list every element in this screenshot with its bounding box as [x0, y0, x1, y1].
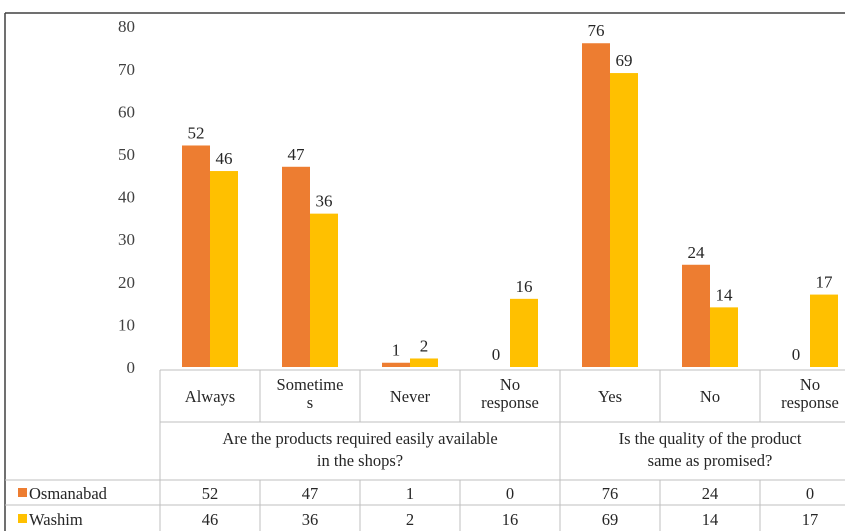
table-cell: 1: [406, 484, 414, 503]
category-label: Yes: [598, 387, 622, 406]
plot-area: [182, 43, 838, 368]
category-label: Sometime: [277, 375, 344, 394]
data-label-washim: 17: [816, 273, 834, 292]
bar-washim: [710, 307, 738, 367]
table-cell: 36: [302, 510, 319, 529]
data-label-washim: 46: [216, 149, 233, 168]
bar-osmanabad: [182, 145, 210, 367]
bar-washim: [410, 358, 438, 367]
data-label-osmanabad: 24: [688, 243, 706, 262]
data-label-osmanabad: 47: [288, 145, 306, 164]
group-label: in the shops?: [317, 451, 403, 470]
category-label: Always: [185, 387, 235, 406]
table-cell: 14: [702, 510, 719, 529]
bar-washim: [810, 294, 838, 367]
bar-osmanabad: [382, 362, 410, 367]
table-cell: 17: [802, 510, 819, 529]
y-axis: 0 10 20 30 40 50 60 70 80: [118, 17, 135, 377]
data-label-osmanabad: 1: [392, 341, 401, 360]
category-label: Never: [390, 387, 431, 406]
table-cell: 0: [506, 484, 514, 503]
group-label: Are the products required easily availab…: [222, 429, 497, 448]
data-label-osmanabad: 76: [588, 21, 605, 40]
table-cell: 46: [202, 510, 219, 529]
table-cell: 24: [702, 484, 719, 503]
table-cell: 76: [602, 484, 619, 503]
bar-washim: [310, 213, 338, 367]
data-label-washim: 36: [316, 192, 333, 211]
y-tick-label: 10: [118, 315, 135, 334]
data-label-washim: 69: [616, 51, 633, 70]
y-tick-label: 40: [118, 188, 135, 207]
category-label: response: [481, 393, 539, 412]
data-label-osmanabad: 0: [792, 345, 801, 364]
bar-osmanabad: [682, 264, 710, 367]
legend-swatch-osmanabad: [18, 488, 27, 497]
legend-label-washim: Washim: [29, 510, 83, 529]
group-label: same as promised?: [648, 451, 773, 470]
y-tick-label: 0: [127, 358, 136, 377]
y-tick-label: 20: [118, 273, 135, 292]
y-tick-label: 50: [118, 145, 135, 164]
y-tick-label: 30: [118, 230, 135, 249]
bar-osmanabad: [282, 166, 310, 367]
data-label-washim: 2: [420, 336, 429, 355]
data-labels: 52 46 47 36 1 2 0 16 76 69 24 14 0 17: [188, 21, 834, 364]
legend-swatch-washim: [18, 514, 27, 523]
table-cell: 47: [302, 484, 319, 503]
legend-label-osmanabad: Osmanabad: [29, 484, 108, 503]
table-cell: 69: [602, 510, 619, 529]
table-cell: 0: [806, 484, 814, 503]
data-label-osmanabad: 0: [492, 345, 501, 364]
chart-frame: [4, 12, 845, 531]
table-cell: 16: [502, 510, 519, 529]
table-cell: 52: [202, 484, 219, 503]
bar-osmanabad: [582, 43, 610, 368]
data-label-osmanabad: 52: [188, 123, 205, 142]
y-tick-label: 60: [118, 102, 135, 121]
group-label: Is the quality of the product: [619, 429, 802, 448]
category-label: No: [500, 375, 520, 394]
category-label: No: [800, 375, 820, 394]
category-label: response: [781, 393, 839, 412]
bar-washim: [510, 298, 538, 367]
bar-washim: [610, 73, 638, 367]
category-label: s: [307, 393, 313, 412]
y-tick-label: 70: [118, 60, 135, 79]
category-label: No: [700, 387, 720, 406]
data-label-washim: 16: [516, 277, 533, 296]
y-tick-label: 80: [118, 17, 135, 36]
bar-washim: [210, 171, 238, 367]
table-cell: 2: [406, 510, 414, 529]
data-label-washim: 14: [716, 285, 734, 304]
